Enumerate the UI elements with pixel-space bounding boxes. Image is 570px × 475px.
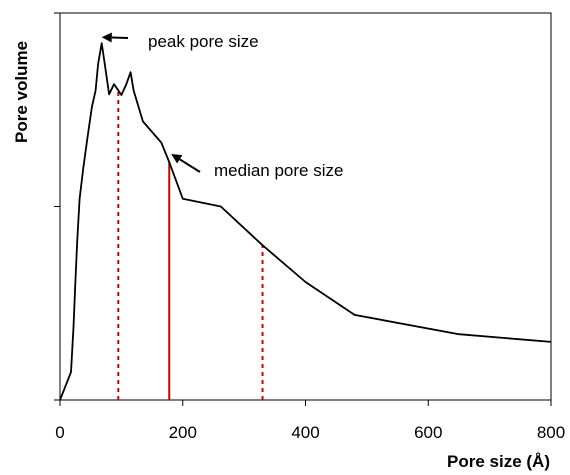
x-axis-title: Pore size (Å) [447,452,550,471]
series-group [59,42,552,401]
plot-area-border [59,12,552,401]
x-tick-label: 0 [55,423,64,442]
y-axis-title: Pore volume [12,41,31,143]
x-tick-label: 600 [414,423,442,442]
annotation-arrow-shaft [111,36,129,39]
x-tick-label: 200 [169,423,197,442]
series-line [59,42,552,401]
annotation-label: peak pore size [148,32,259,51]
annotation-label: median pore size [214,161,343,180]
annotation-arrow-head [101,32,112,43]
annotation-arrow-shaft [179,158,201,173]
annotation-arrow-head [171,154,183,164]
reference-lines [117,90,264,400]
plot-frame [59,12,552,401]
y-ticks [54,12,60,401]
x-ticks: 0 200 400 600 800 [55,400,565,442]
annotations: peak pore size median pore size [101,32,343,180]
x-tick-label: 400 [291,423,319,442]
x-tick-label: 800 [537,423,565,442]
